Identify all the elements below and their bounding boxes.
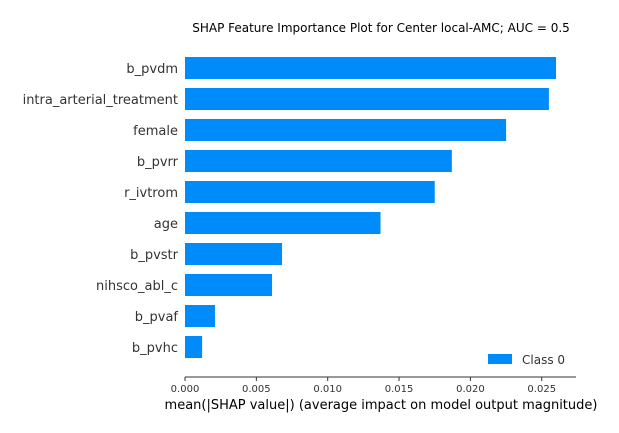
x-tick-label-1: 0.005 — [242, 384, 271, 395]
bar-intra-arterial-treatment — [185, 88, 549, 110]
bar-r-ivtrom — [185, 181, 435, 203]
category-label-female: female — [133, 124, 178, 139]
category-label-nihsco-abl-c: nihsco_abl_c — [96, 279, 178, 294]
bar-b-pvaf — [185, 305, 215, 327]
bars-group — [185, 57, 557, 358]
category-label-b-pvrr: b_pvrr — [137, 155, 179, 170]
chart-title: SHAP Feature Importance Plot for Center … — [192, 21, 570, 35]
bar-b-pvstr — [185, 243, 283, 265]
category-label-age: age — [154, 217, 178, 232]
bar-b-pvdm — [185, 57, 557, 79]
bar-age — [185, 212, 381, 234]
category-label-b-pvhc: b_pvhc — [132, 341, 178, 356]
x-tick-label-0: 0.000 — [171, 384, 200, 395]
category-label-intra-arterial-treatment: intra_arterial_treatment — [23, 93, 178, 108]
x-axis-label: mean(|SHAP value|) (average impact on mo… — [165, 398, 598, 413]
bar-nihsco-abl-c — [185, 274, 273, 296]
bar-b-pvrr — [185, 150, 452, 172]
category-label-b-pvstr: b_pvstr — [130, 248, 179, 263]
x-tick-label-5: 0.025 — [527, 384, 556, 395]
bar-female — [185, 119, 507, 141]
legend-swatch — [488, 354, 512, 364]
x-tick-label-3: 0.015 — [385, 384, 414, 395]
legend: Class 0 — [488, 353, 565, 367]
x-tick-label-2: 0.010 — [313, 384, 342, 395]
x-tick-label-4: 0.020 — [456, 384, 485, 395]
category-label-r-ivtrom: r_ivtrom — [124, 186, 178, 201]
legend-label: Class 0 — [522, 353, 565, 367]
bar-b-pvhc — [185, 336, 203, 358]
x-ticks-group: 0.000 0.005 0.010 0.015 0.020 0.025 — [171, 377, 556, 395]
category-label-b-pvaf: b_pvaf — [135, 310, 179, 325]
category-label-b-pvdm: b_pvdm — [126, 62, 178, 77]
